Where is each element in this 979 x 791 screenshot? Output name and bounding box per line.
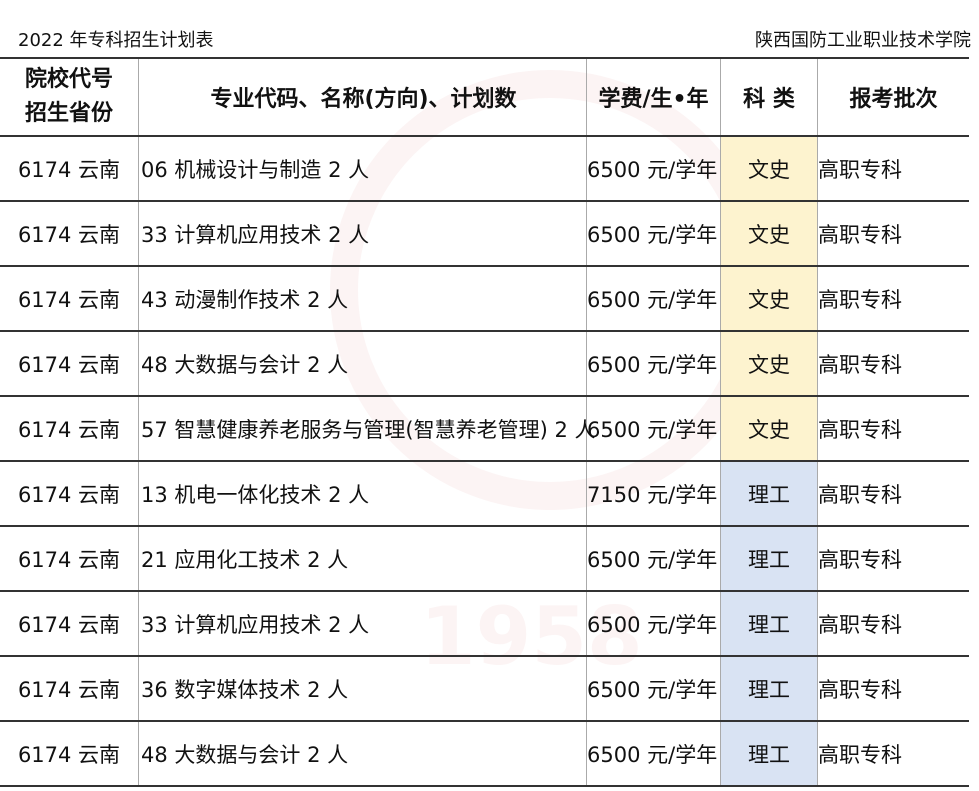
cell-school: 6174 云南 — [0, 526, 139, 592]
cell-major: 57 智慧健康养老服务与管理(智慧养老管理) 2 人 — [138, 396, 596, 462]
cell-major: 43 动漫制作技术 2 人 — [138, 266, 587, 332]
cell-fee: 6500 元/学年 — [586, 331, 721, 397]
cell-major: 36 数字媒体技术 2 人 — [138, 656, 587, 722]
cell-fee: 6500 元/学年 — [586, 656, 721, 722]
cell-batch: 高职专科 — [817, 656, 969, 722]
cell-category: 理工 — [720, 591, 818, 657]
header-category: 科 类 — [720, 58, 818, 137]
cell-fee: 6500 元/学年 — [586, 721, 721, 787]
document-title: 2022 年专科招生计划表 — [18, 30, 214, 51]
header-major: 专业代码、名称(方向)、计划数 — [138, 58, 587, 137]
cell-fee: 6500 元/学年 — [586, 526, 721, 592]
cell-batch: 高职专科 — [817, 331, 969, 397]
cell-school: 6174 云南 — [0, 721, 139, 787]
cell-fee: 7150 元/学年 — [586, 461, 721, 527]
table-row: 6174 云南 48 大数据与会计 2 人 6500 元/学年 文史 高职专科 — [0, 331, 969, 397]
cell-batch: 高职专科 — [817, 266, 969, 332]
cell-school: 6174 云南 — [0, 396, 139, 462]
cell-major: 33 计算机应用技术 2 人 — [138, 591, 587, 657]
cell-batch: 高职专科 — [817, 136, 969, 202]
cell-batch: 高职专科 — [817, 201, 969, 267]
cell-category: 文史 — [720, 266, 818, 332]
table-row: 6174 云南 57 智慧健康养老服务与管理(智慧养老管理) 2 人 6500 元/… — [0, 396, 969, 462]
table-row: 6174 云南 33 计算机应用技术 2 人 6500 元/学年 理工 高职专科 — [0, 591, 969, 657]
cell-school: 6174 云南 — [0, 136, 139, 202]
cell-school: 6174 云南 — [0, 201, 139, 267]
cell-fee: 6500 元/学年 — [586, 266, 721, 332]
cell-category: 理工 — [720, 526, 818, 592]
table-row: 6174 云南 33 计算机应用技术 2 人 6500 元/学年 文史 高职专科 — [0, 201, 969, 267]
header-school-code: 院校代号 — [24, 67, 113, 92]
cell-major: 48 大数据与会计 2 人 — [138, 331, 587, 397]
header-batch: 报考批次 — [817, 58, 969, 137]
cell-major: 06 机械设计与制造 2 人 — [138, 136, 587, 202]
cell-fee: 6500 元/学年 — [586, 201, 721, 267]
cell-school: 6174 云南 — [0, 266, 139, 332]
cell-batch: 高职专科 — [817, 461, 969, 527]
cell-batch: 高职专科 — [817, 396, 969, 462]
cell-major: 21 应用化工技术 2 人 — [138, 526, 587, 592]
cell-batch: 高职专科 — [817, 526, 969, 592]
table-row: 6174 云南 13 机电一体化技术 2 人 7150 元/学年 理工 高职专科 — [0, 461, 969, 527]
header-school-province: 院校代号 招生省份 — [0, 58, 139, 137]
cell-batch: 高职专科 — [817, 721, 969, 787]
cell-major: 33 计算机应用技术 2 人 — [138, 201, 587, 267]
table-row: 6174 云南 36 数字媒体技术 2 人 6500 元/学年 理工 高职专科 — [0, 656, 969, 722]
table-row: 6174 云南 48 大数据与会计 2 人 6500 元/学年 理工 高职专科 — [0, 721, 969, 787]
cell-fee: 6500 元/学年 — [586, 396, 721, 462]
cell-category: 文史 — [720, 136, 818, 202]
cell-school: 6174 云南 — [0, 591, 139, 657]
cell-category: 理工 — [720, 721, 818, 787]
cell-major: 48 大数据与会计 2 人 — [138, 721, 587, 787]
table-row: 6174 云南 06 机械设计与制造 2 人 6500 元/学年 文史 高职专科 — [0, 136, 969, 202]
cell-category: 文史 — [720, 396, 818, 462]
header-fee: 学费/生•年 — [586, 58, 721, 137]
school-name: 陕西国防工业职业技术学院 — [755, 30, 971, 51]
cell-fee: 6500 元/学年 — [586, 136, 721, 202]
table-row: 6174 云南 43 动漫制作技术 2 人 6500 元/学年 文史 高职专科 — [0, 266, 969, 332]
cell-category: 理工 — [720, 461, 818, 527]
cell-school: 6174 云南 — [0, 331, 139, 397]
cell-fee: 6500 元/学年 — [586, 591, 721, 657]
enrollment-plan-table: 院校代号招生省份 专业代码、名称(方向)、计划数 学费/生•年 科 类 报考批次… — [0, 57, 969, 787]
table-header-row: 院校代号招生省份 专业代码、名称(方向)、计划数 学费/生•年 科 类 报考批次 — [0, 58, 969, 137]
cell-batch: 高职专科 — [817, 591, 969, 657]
cell-major: 13 机电一体化技术 2 人 — [138, 461, 587, 527]
cell-school: 6174 云南 — [0, 461, 139, 527]
cell-school: 6174 云南 — [0, 656, 139, 722]
header-province: 招生省份 — [24, 101, 113, 126]
cell-category: 理工 — [720, 656, 818, 722]
cell-category: 文史 — [720, 201, 818, 267]
table-row: 6174 云南 21 应用化工技术 2 人 6500 元/学年 理工 高职专科 — [0, 526, 969, 592]
cell-category: 文史 — [720, 331, 818, 397]
